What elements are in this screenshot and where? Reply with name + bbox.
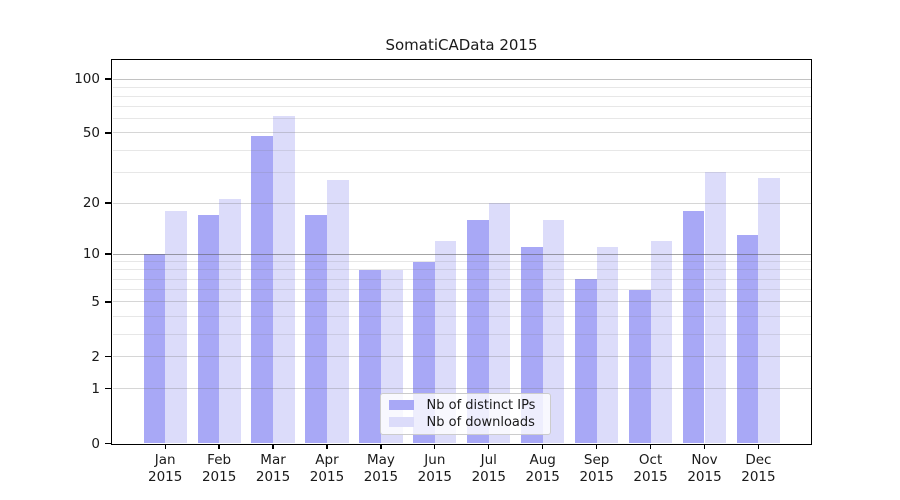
- bar-distinct-ips-apr: [305, 215, 327, 444]
- gridline-80: [112, 95, 811, 97]
- y-tick-mark-0: [105, 442, 112, 445]
- y-tick-label-50: 50: [82, 124, 100, 141]
- bar-distinct-ips-may: [359, 269, 381, 444]
- y-tick-mark-50: [105, 132, 112, 134]
- gridline-70: [112, 106, 811, 108]
- x-tick-label-nov: Nov 2015: [687, 452, 722, 485]
- gridline-40: [112, 149, 811, 151]
- bar-downloads-jul: [488, 203, 511, 444]
- gridline-6: [112, 289, 811, 291]
- gridline-7: [112, 278, 811, 280]
- x-tick-label-feb: Feb 2015: [201, 452, 237, 485]
- bar-downloads-nov: [704, 172, 727, 444]
- y-tick-mark-20: [105, 202, 112, 204]
- x-tick-label-jun: Jun 2015: [417, 452, 453, 485]
- bar-downloads-feb: [219, 199, 241, 444]
- legend-swatch-downloads: [388, 416, 414, 428]
- bar-distinct-ips-jan: [143, 254, 166, 444]
- bar-distinct-ips-feb: [197, 215, 220, 444]
- x-tick-mark-may: [380, 444, 382, 449]
- x-tick-mark-feb: [218, 444, 220, 449]
- x-tick-label-apr: Apr 2015: [309, 452, 345, 485]
- gridline-9: [112, 261, 811, 263]
- x-tick-label-jul: Jul 2015: [471, 452, 506, 485]
- legend-item-downloads: Nb of downloads: [388, 414, 542, 430]
- x-tick-mark-apr: [326, 444, 328, 449]
- gridline-50: [112, 132, 811, 134]
- gridline-20: [112, 202, 811, 204]
- legend-swatch-distinct-ips: [388, 399, 414, 411]
- legend: Nb of distinct IPs Nb of downloads: [379, 392, 551, 435]
- y-tick-mark-2: [105, 356, 112, 358]
- x-tick-mark-aug: [542, 444, 544, 449]
- bar-downloads-aug: [542, 219, 565, 444]
- gridline-10: [112, 253, 811, 255]
- gridline-5: [112, 301, 811, 303]
- bar-downloads-apr: [326, 180, 349, 444]
- y-tick-mark-1: [105, 388, 112, 390]
- gridline-4: [112, 315, 811, 317]
- y-tick-mark-5: [105, 301, 112, 303]
- bar-distinct-ips-dec: [736, 235, 759, 444]
- gridline-100: [112, 78, 811, 80]
- bar-distinct-ips-sep: [575, 279, 597, 444]
- x-tick-mark-jun: [434, 444, 436, 449]
- bar-downloads-sep: [596, 247, 619, 444]
- x-tick-mark-mar: [272, 444, 274, 449]
- y-tick-label-1: 1: [91, 380, 100, 397]
- gridline-90: [112, 86, 811, 88]
- y-tick-mark-10: [105, 253, 112, 255]
- bar-distinct-ips-oct: [628, 289, 651, 444]
- gridline-8: [112, 269, 811, 271]
- x-tick-mark-jul: [488, 444, 490, 449]
- y-tick-label-100: 100: [74, 71, 100, 87]
- y-tick-label-10: 10: [82, 246, 100, 263]
- gridline-1: [112, 388, 811, 390]
- gridline-3: [112, 333, 811, 335]
- x-tick-mark-oct: [649, 444, 652, 449]
- bar-distinct-ips-nov: [682, 210, 705, 444]
- x-tick-mark-dec: [757, 444, 760, 449]
- x-tick-mark-sep: [595, 444, 598, 449]
- x-tick-label-oct: Oct 2015: [633, 452, 668, 485]
- bar-distinct-ips-jul: [467, 219, 489, 444]
- legend-label-distinct-ips: Nb of distinct IPs: [426, 397, 536, 413]
- y-tick-label-2: 2: [91, 348, 100, 365]
- gridline-60: [112, 118, 811, 120]
- x-tick-label-may: May 2015: [363, 452, 399, 485]
- x-tick-label-aug: Aug 2015: [525, 452, 560, 485]
- x-tick-label-jan: Jan 2015: [148, 452, 183, 485]
- gridline-2: [112, 356, 811, 358]
- bar-distinct-ips-mar: [251, 136, 274, 444]
- y-tick-label-5: 5: [91, 293, 100, 310]
- x-tick-mark-nov: [703, 444, 706, 449]
- bar-downloads-mar: [273, 116, 295, 444]
- gridline-30: [112, 171, 811, 173]
- x-tick-mark-jan: [164, 444, 166, 449]
- bar-downloads-dec: [758, 177, 781, 444]
- y-tick-label-0: 0: [91, 435, 100, 452]
- y-tick-mark-100: [105, 78, 112, 80]
- x-tick-label-sep: Sep 2015: [579, 452, 614, 485]
- x-tick-label-dec: Dec 2015: [741, 452, 776, 485]
- axis-frame: [111, 59, 813, 445]
- y-tick-label-20: 20: [82, 195, 100, 212]
- x-tick-label-mar: Mar 2015: [255, 452, 291, 485]
- chart-title: SomatiCAData 2015: [385, 36, 538, 54]
- legend-label-downloads: Nb of downloads: [426, 414, 535, 430]
- legend-item-distinct-ips: Nb of distinct IPs: [388, 397, 542, 413]
- bar-downloads-oct: [650, 240, 673, 444]
- bar-downloads-jan: [165, 210, 187, 444]
